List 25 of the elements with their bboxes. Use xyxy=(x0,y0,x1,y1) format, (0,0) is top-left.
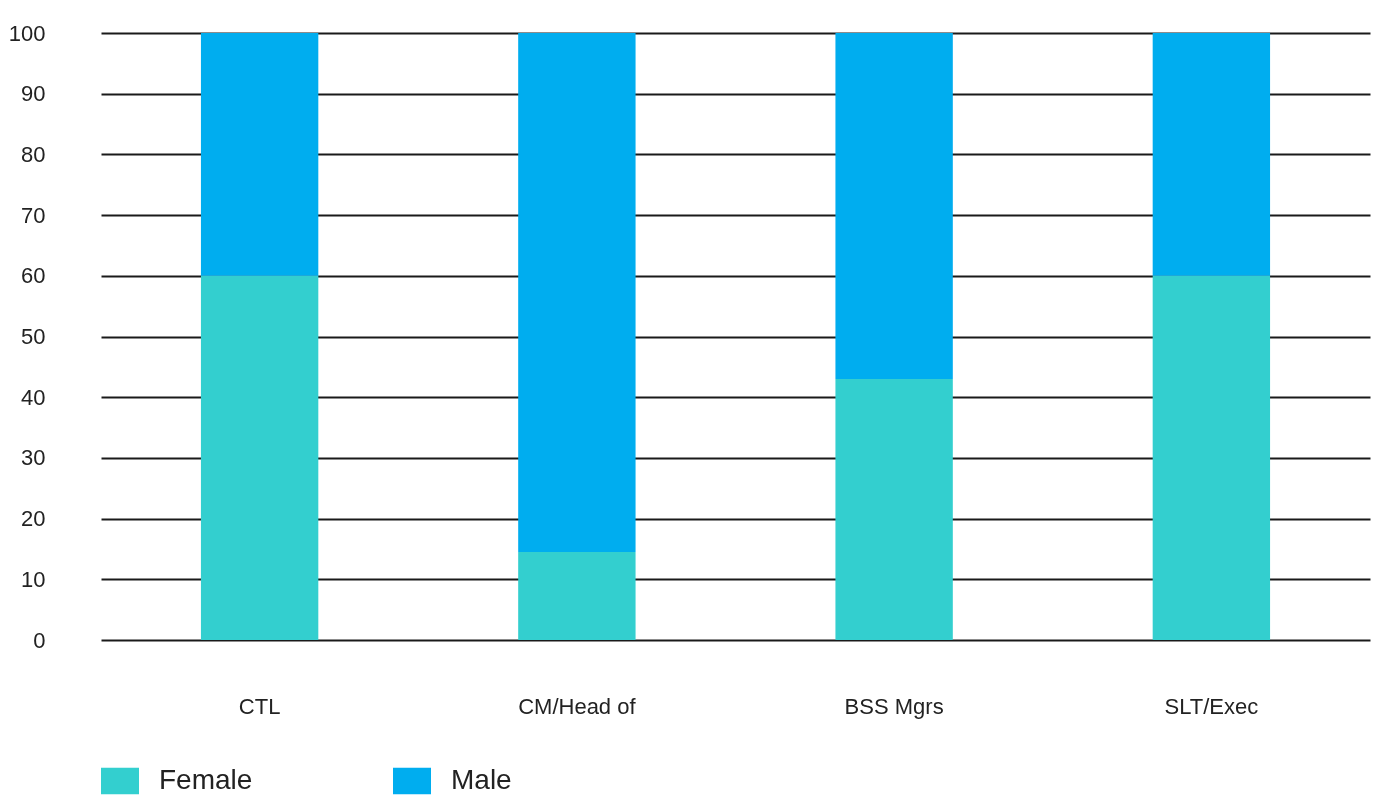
bar xyxy=(1152,275,1271,640)
y-tick-label: 100 xyxy=(8,20,46,46)
y-tick-label: 10 xyxy=(21,566,46,592)
legend-label: Female xyxy=(159,764,253,795)
x-tick-label: SLT/Exec xyxy=(1164,693,1259,719)
y-tick-label: 60 xyxy=(21,263,46,289)
bar xyxy=(200,275,319,640)
bar xyxy=(518,33,636,552)
x-tick-label: CTL xyxy=(238,693,281,719)
y-tick-label: 80 xyxy=(21,141,46,167)
y-tick-label: 90 xyxy=(21,81,46,107)
y-tick-label: 0 xyxy=(33,627,46,653)
x-tick-label: BSS Mgrs xyxy=(844,693,944,719)
y-tick-label: 70 xyxy=(21,202,46,228)
bar xyxy=(835,378,953,640)
bar xyxy=(1152,33,1271,276)
x-tick-label: CM/Head of xyxy=(518,693,637,719)
y-tick-label: 30 xyxy=(21,445,46,471)
bar xyxy=(835,33,953,379)
legend-label: Male xyxy=(451,764,512,795)
bar xyxy=(200,33,319,276)
bar xyxy=(518,551,636,640)
y-tick-label: 50 xyxy=(21,324,46,349)
y-tick-label: 40 xyxy=(21,384,46,410)
y-tick-label: 20 xyxy=(21,506,46,532)
